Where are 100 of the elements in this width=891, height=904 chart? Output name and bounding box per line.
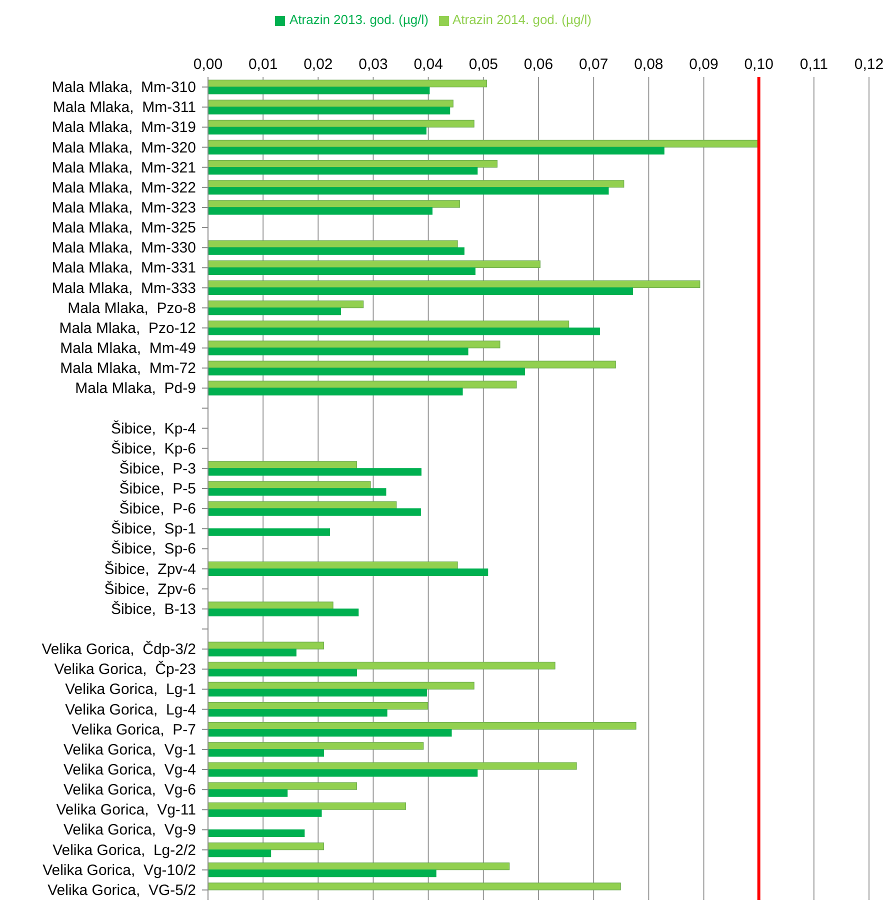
bar [208, 789, 288, 797]
y-tick-label: Mala Mlaka, Mm-321 [52, 159, 196, 176]
bar [208, 749, 324, 757]
bar [208, 602, 334, 610]
y-tick-label: Mala Mlaka, Mm-331 [52, 260, 196, 277]
y-tick-label: Velika Gorica, Vg-6 [63, 782, 196, 799]
x-tick-label: 0,00 [193, 56, 223, 73]
x-tick-label: 0,12 [854, 56, 884, 73]
y-tick-label: Mala Mlaka, Mm-49 [60, 340, 196, 357]
y-tick-label: Velika Gorica, Vg-10/2 [42, 862, 196, 879]
x-tick-label: 0,01 [248, 56, 278, 73]
y-tick-label: Velika Gorica, Lg-4 [65, 701, 196, 718]
y-tick-label: Mala Mlaka, Pzo-8 [68, 300, 196, 317]
y-tick-label: Velika Gorica, P-7 [72, 721, 196, 738]
bar [208, 842, 324, 850]
y-tick-label: Mala Mlaka, Mm-323 [52, 199, 196, 216]
bar [208, 608, 359, 616]
bar [208, 501, 397, 509]
x-tick-label: 0,03 [358, 56, 388, 73]
bar [208, 320, 570, 328]
x-tick-label: 0,06 [524, 56, 554, 73]
bar [208, 207, 432, 215]
y-tick-label: Mala Mlaka, Mm-310 [52, 79, 196, 96]
bar [208, 280, 700, 288]
bar [208, 882, 621, 890]
x-tick-label: 0,08 [634, 56, 664, 73]
bar [208, 300, 364, 308]
y-tick-label: Šibice, B-13 [110, 600, 196, 618]
bar [208, 267, 476, 275]
bar [208, 247, 464, 255]
bar [208, 648, 296, 656]
y-tick-label: Mala Mlaka, Pd-9 [75, 380, 196, 398]
bar [208, 528, 330, 536]
y-tick-label: Šibice, Kp-4 [110, 419, 196, 438]
y-tick-label: Mala Mlaka, Pzo-12 [59, 320, 196, 337]
bar [208, 340, 500, 348]
bar [208, 849, 272, 858]
bar [208, 380, 517, 388]
bar [208, 662, 556, 670]
y-tick-label: Šibice, P-6 [119, 500, 196, 518]
bar [208, 481, 371, 489]
bar [208, 829, 305, 838]
y-tick-label: Šibice, Kp-6 [110, 439, 196, 458]
bar [208, 742, 424, 750]
bar [208, 160, 498, 168]
bar [208, 187, 609, 195]
bar [208, 488, 386, 496]
bar [208, 682, 474, 690]
bar [208, 722, 636, 730]
y-tick-label: Mala Mlaka, Mm-72 [60, 360, 196, 378]
bar [208, 328, 600, 336]
y-tick-label: Mala Mlaka, Mm-330 [52, 240, 196, 257]
x-tick-label: 0,09 [689, 56, 718, 73]
y-tick-label: Mala Mlaka, Mm-333 [52, 280, 196, 297]
bar [208, 140, 758, 148]
bar [208, 146, 664, 155]
y-tick-label: Velika Gorica, Lg-1 [65, 681, 196, 698]
bar [208, 360, 616, 368]
bar [208, 388, 463, 396]
y-tick-label: Velika Gorica, Čp-23 [54, 660, 196, 678]
bar [208, 802, 406, 810]
y-tick-label: Šibice, Zpv-6 [104, 580, 196, 598]
bar [208, 561, 458, 570]
bar [208, 240, 458, 248]
y-tick-label: Mala Mlaka, Mm-319 [52, 119, 196, 136]
bar [208, 368, 526, 376]
y-tick-label: Šibice, P-3 [119, 459, 196, 478]
bar [208, 862, 510, 870]
x-tick-label: 0,11 [800, 56, 828, 73]
legend-label: Atrazin 2014. god. (µg/l) [452, 12, 592, 27]
bar [208, 762, 577, 770]
bar [208, 166, 478, 175]
bar [208, 809, 322, 817]
y-tick-label: Velika Gorica, VG-5/2 [48, 882, 196, 899]
bar [208, 508, 421, 516]
bar [208, 702, 428, 710]
bar [208, 708, 388, 717]
y-tick-label: Šibice, Sp-1 [110, 520, 196, 538]
bar [208, 461, 358, 469]
x-tick-label: 0,07 [578, 56, 608, 73]
bar [208, 769, 478, 777]
bar [208, 729, 452, 737]
y-tick-label: Velika Gorica, Vg-9 [63, 822, 196, 839]
bar [208, 468, 422, 476]
bar [208, 348, 468, 356]
y-tick-label: Mala Mlaka, Mm-311 [52, 99, 196, 116]
bar [208, 642, 324, 650]
y-tick-label: Velika Gorica, Vg-11 [56, 802, 196, 819]
bar [208, 568, 488, 576]
y-tick-label: Velika Gorica, Čdp-3/2 [42, 640, 196, 658]
x-tick-label: 0,02 [304, 56, 333, 73]
legend-label: Atrazin 2013. god. (µg/l) [289, 12, 428, 27]
bar [208, 870, 436, 878]
x-tick-label: 0,10 [744, 56, 774, 73]
bar [208, 782, 358, 790]
x-tick-label: 0,04 [414, 56, 443, 73]
y-tick-label: Šibice, P-5 [119, 480, 196, 498]
bar [208, 80, 488, 88]
y-tick-label: Mala Mlaka, Mm-320 [52, 139, 196, 156]
x-tick-label: 0,05 [468, 56, 498, 73]
